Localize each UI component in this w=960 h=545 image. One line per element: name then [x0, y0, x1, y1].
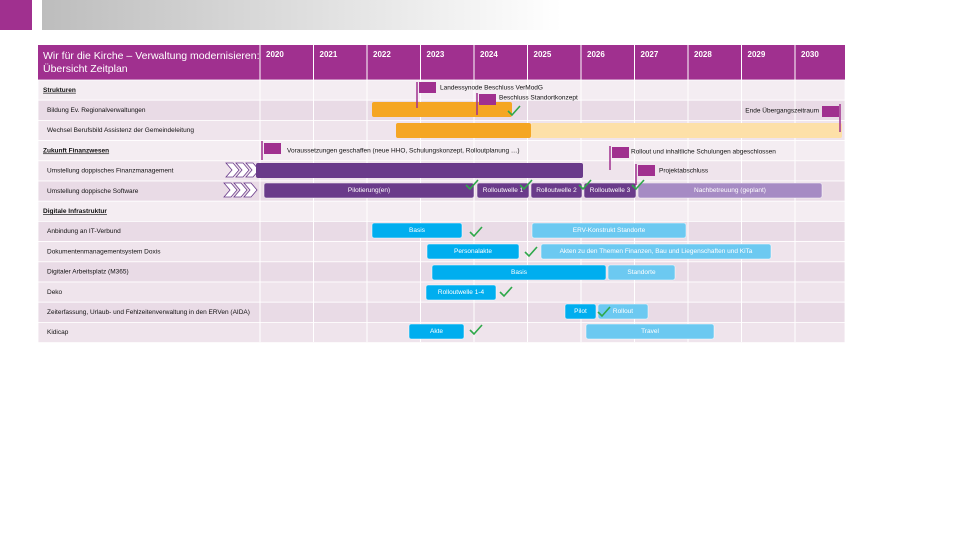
bar [426, 243, 520, 260]
bar-label: ERV-Konstrukt Standorte [573, 227, 646, 234]
chevron [233, 182, 248, 198]
corner-square [0, 0, 32, 30]
row-label: Zukunft Finanzwesen [43, 147, 109, 154]
row-label: Strukturen [43, 87, 76, 94]
row-label: Deko [47, 289, 63, 296]
bar-label: Basis [511, 269, 528, 276]
checkmark [524, 246, 538, 258]
bar [396, 123, 531, 138]
year-label: 2023 [427, 50, 445, 59]
checkmark [499, 286, 513, 298]
row-label: Wechsel Berufsbild Assistenz der Gemeind… [47, 127, 194, 134]
bar-label: Rolloutwelle 2 [536, 187, 577, 194]
annotation: Beschluss Standortkonzept [499, 95, 578, 102]
header-band [42, 0, 562, 30]
checkmark [469, 324, 483, 336]
row-label: Umstellung doppisches Finanzmanagement [47, 168, 174, 175]
year-label: 2024 [480, 50, 498, 59]
year-label: 2025 [534, 50, 552, 59]
bar-label: Rolloutwelle 3 [590, 187, 631, 194]
bar-label: Pilotierung(en) [348, 187, 390, 194]
chevron [243, 182, 258, 198]
bar [476, 182, 530, 199]
annotation: Projektabschluss [659, 168, 709, 175]
flag [479, 94, 496, 105]
checkmark [578, 179, 592, 191]
bar [583, 182, 637, 199]
row-label: Umstellung doppische Software [47, 188, 139, 195]
annotation: Voraussetzungen geschaffen (neue HHO, Sc… [287, 148, 520, 155]
table-header [38, 45, 845, 80]
year-label: 2029 [748, 50, 766, 59]
flag [264, 143, 281, 154]
bar [597, 303, 649, 320]
flag [822, 106, 839, 117]
row-label: Bildung Ev. Regionalverwaltungen [47, 107, 146, 114]
row-label: Anbindung an IT-Verbund [47, 228, 121, 235]
flag [612, 147, 629, 158]
checkmark [507, 105, 521, 117]
bar [531, 123, 842, 138]
flag [419, 82, 436, 93]
bar [607, 264, 676, 281]
chevron [235, 162, 250, 178]
year-label: 2027 [641, 50, 659, 59]
year-label: 2026 [587, 50, 605, 59]
annotation: Landessynode Beschluss VerModG [440, 85, 543, 92]
year-label: 2022 [373, 50, 391, 59]
checkmark [631, 179, 645, 191]
checkmark [519, 179, 533, 191]
year-label: 2021 [320, 50, 338, 59]
bar-label: Nachbetreuung (geplant) [694, 187, 766, 194]
bar-label: Travel [641, 328, 659, 335]
bar [425, 284, 497, 301]
checkmark [597, 306, 611, 318]
annotation: Ende Übergangszeitraum [745, 107, 819, 115]
bar [564, 303, 597, 320]
checkmark [469, 226, 483, 238]
bar [256, 163, 583, 178]
bar-label: Akte [430, 328, 443, 335]
chevron [223, 182, 238, 198]
bar [431, 264, 607, 281]
chevron [225, 162, 240, 178]
row-label: Zeiterfassung, Urlaub- und Fehlzeitenver… [47, 309, 250, 316]
bar [637, 182, 823, 199]
bar [371, 222, 463, 239]
row-label: Kidicap [47, 329, 69, 336]
chevron [245, 162, 260, 178]
bar [585, 323, 715, 340]
bar [263, 182, 475, 199]
title: Wir für die Kirche – Verwaltung modernis… [43, 50, 260, 62]
bar-label: Personalakte [454, 248, 492, 255]
bar-label: Rolloutwelle 1 [483, 187, 524, 194]
bar-label: Standorte [627, 269, 656, 276]
annotation: Rollout und inhaltliche Schulungen abges… [631, 149, 776, 156]
year-label: 2020 [266, 50, 284, 59]
bar-label: Akten zu den Themen Finanzen, Bau und Li… [560, 248, 753, 255]
year-label: 2030 [801, 50, 819, 59]
row-label: Dokumentenmanagementsystem Doxis [47, 248, 161, 255]
bar-label: Basis [409, 227, 426, 234]
row-bg [37, 200, 846, 222]
bar [540, 243, 772, 260]
bar-label: Pilot [574, 308, 587, 315]
bar [408, 323, 465, 340]
flag [638, 165, 655, 176]
row-label: Digitale Infrastruktur [43, 208, 107, 215]
checkmark [465, 179, 479, 191]
year-label: 2028 [694, 50, 712, 59]
title: Übersicht Zeitplan [43, 63, 128, 75]
bar-label: Rollout [613, 308, 633, 315]
bar-label: Rolloutwelle 1-4 [438, 289, 485, 296]
bar [531, 222, 687, 239]
row-label: Digitaler Arbeitsplatz (M365) [47, 269, 129, 276]
bar [530, 182, 583, 199]
